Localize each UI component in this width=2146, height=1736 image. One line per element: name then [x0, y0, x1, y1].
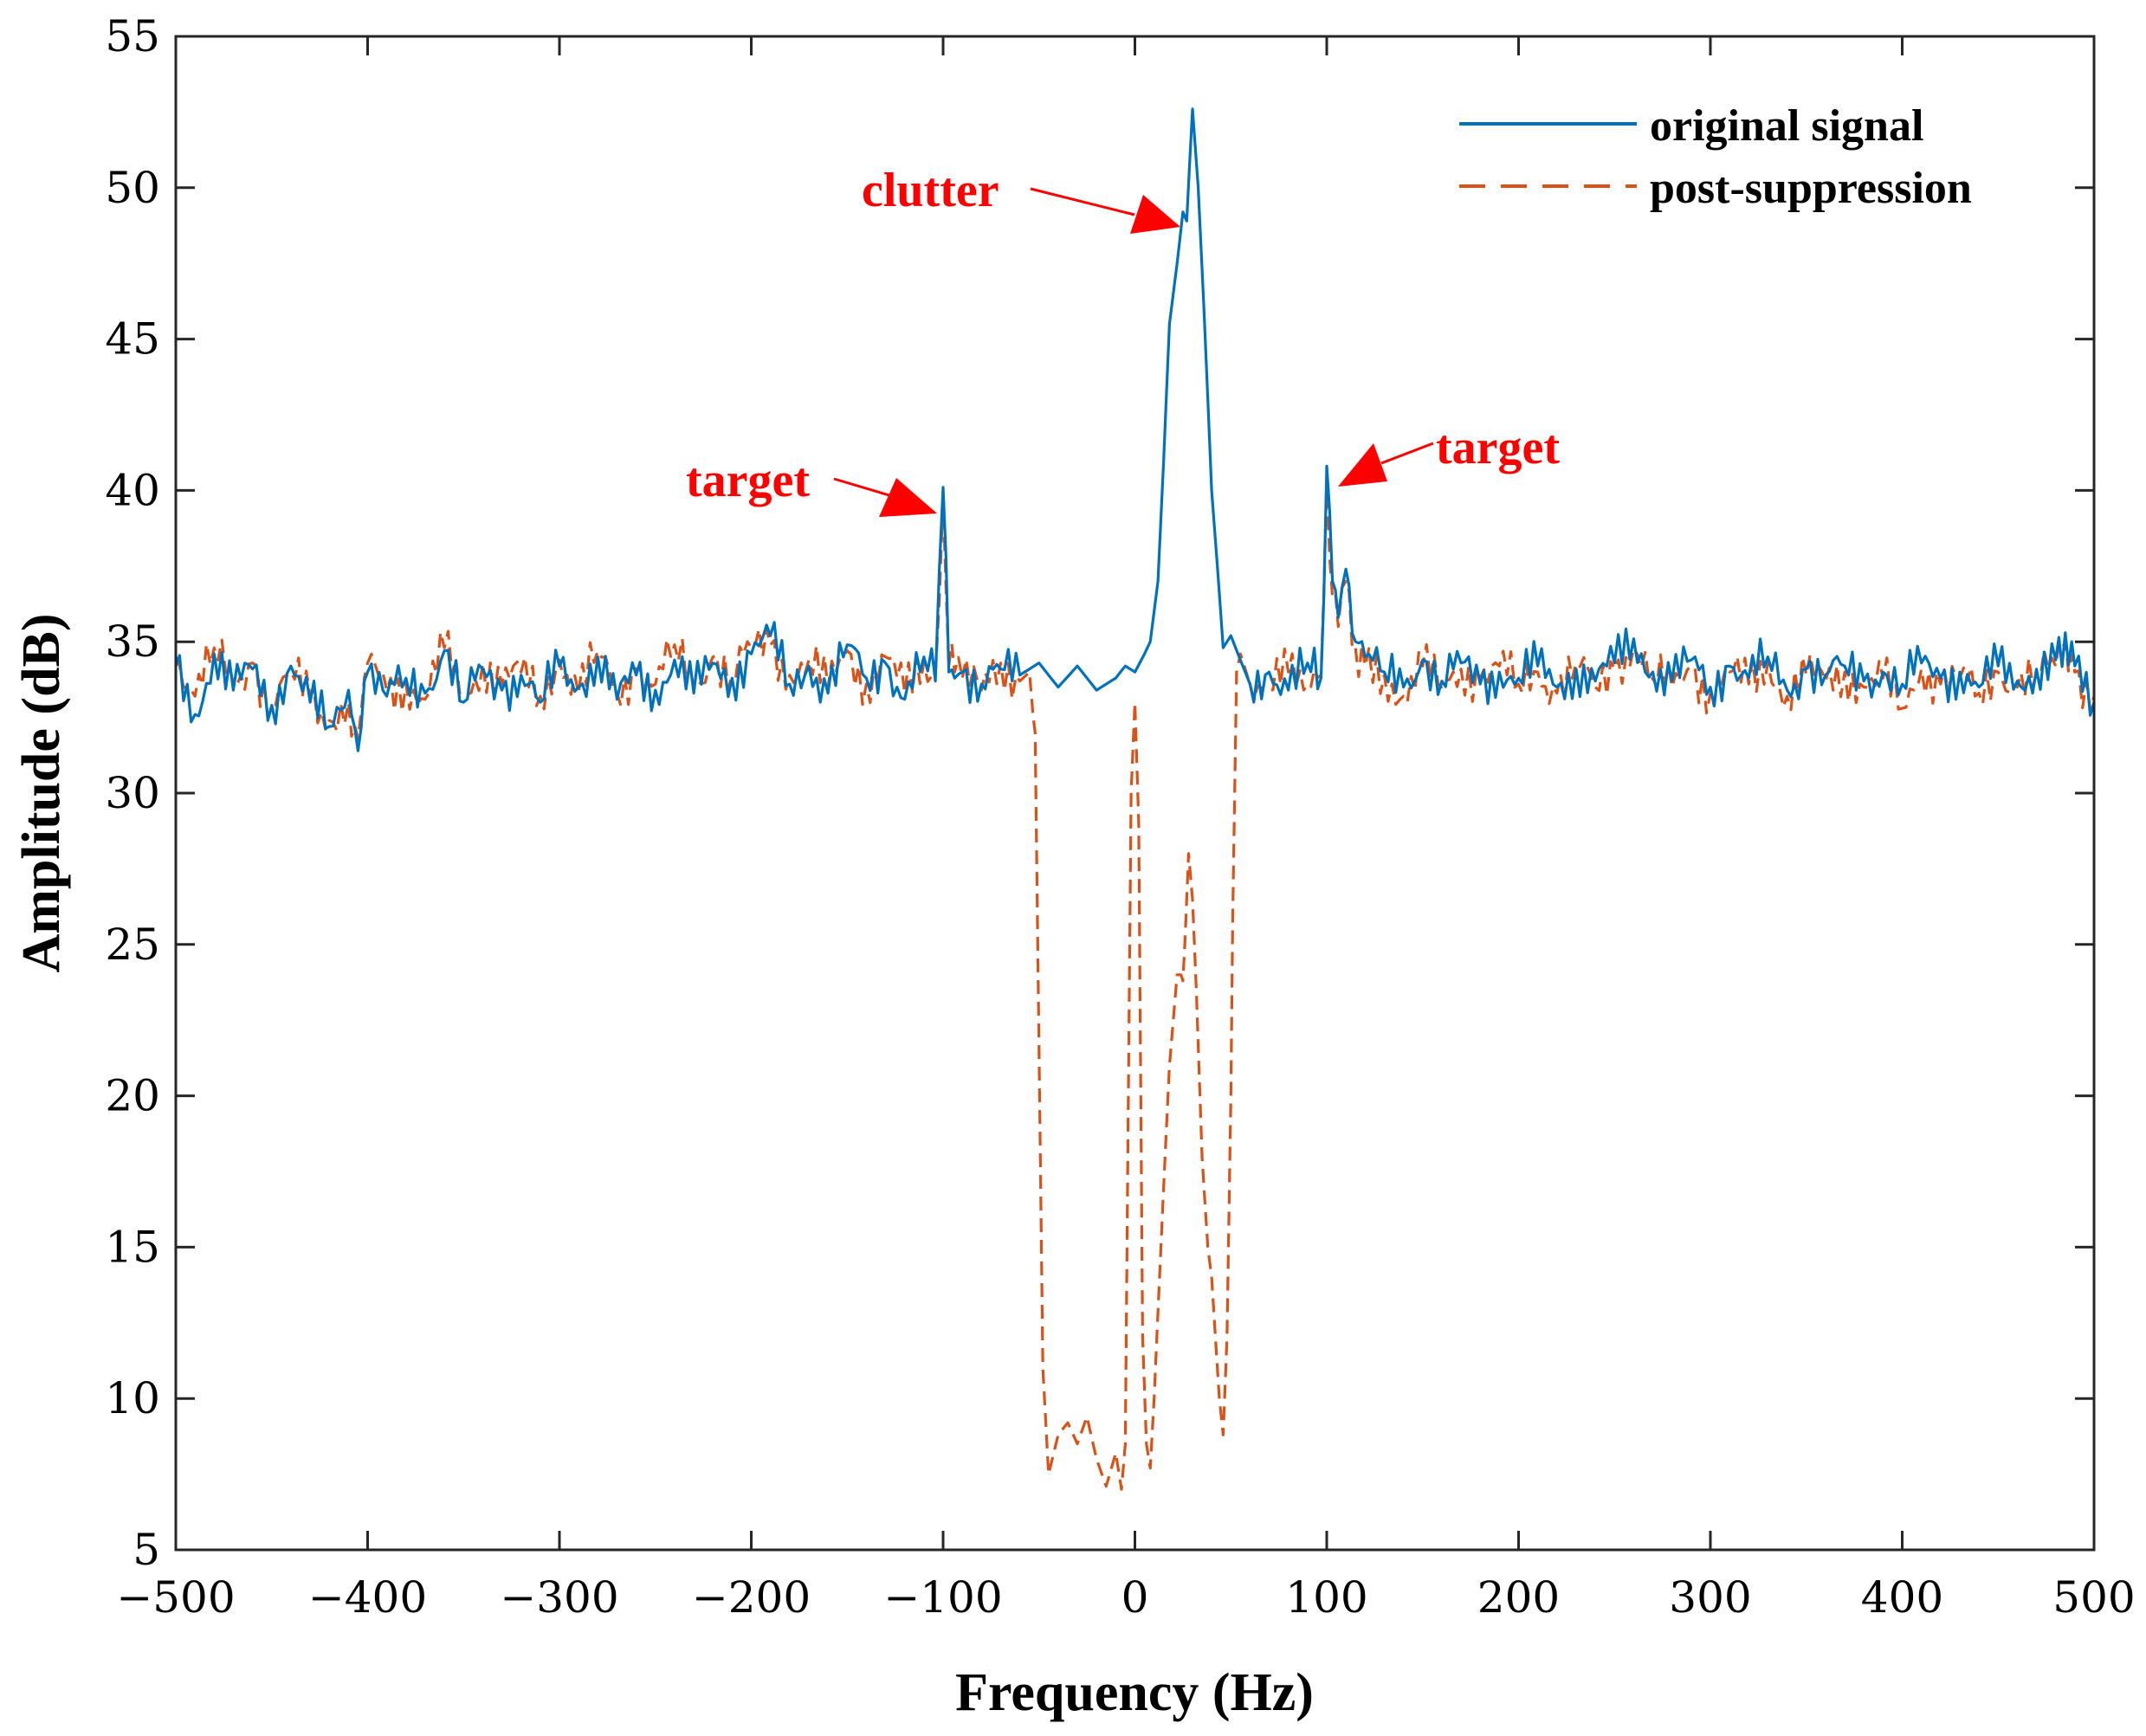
annotation-clutter-arrowhead	[1130, 195, 1180, 234]
y-tick-label: 35	[105, 616, 160, 667]
x-tick-label: 500	[2052, 1572, 2135, 1623]
y-axis: 5 10 15 20 25 30 35 40 45 50 55	[105, 11, 2094, 1575]
annotation-clutter-arrow-shaft	[1030, 187, 1135, 216]
x-tick-label: −100	[883, 1572, 1002, 1623]
series-line-post-suppression	[176, 480, 2094, 1491]
y-tick-label: 15	[105, 1222, 160, 1272]
x-axis: −500 −400 −300 −200 −100 0 100 200 300 400 500	[116, 36, 2136, 1623]
x-tick-label: 200	[1477, 1572, 1560, 1623]
x-tick-label: −400	[308, 1572, 427, 1623]
x-tick-label: 400	[1861, 1572, 1943, 1623]
y-axis-label: Amplitude (dB)	[12, 613, 71, 972]
annotation-target-right-arrowhead	[1338, 443, 1387, 487]
y-tick-label: 50	[105, 163, 160, 213]
x-tick-label: −300	[500, 1572, 618, 1623]
x-axis-label: Frequency (Hz)	[955, 1663, 1314, 1722]
legend-label-original-signal: original signal	[1650, 101, 1923, 151]
legend: original signal post-suppression	[1459, 101, 1972, 213]
y-tick-label: 20	[105, 1071, 160, 1121]
x-tick-label: −500	[116, 1572, 235, 1623]
annotation-target-left-arrow-shaft	[833, 477, 893, 498]
annotation-target-left-arrowhead	[879, 478, 937, 517]
x-tick-label: 0	[1121, 1572, 1149, 1623]
series-layer	[176, 107, 2094, 1491]
x-tick-label: 100	[1285, 1572, 1367, 1623]
annotation-target-left-label: target	[686, 454, 810, 507]
series-line-original-signal	[176, 107, 2094, 752]
y-tick-label: 5	[133, 1525, 160, 1575]
x-tick-label: −200	[692, 1572, 811, 1623]
y-tick-label: 30	[105, 768, 160, 818]
y-tick-label: 10	[105, 1373, 160, 1423]
annotation-target-right-label: target	[1436, 421, 1560, 474]
annotation-target-right-arrow-shaft	[1380, 442, 1434, 465]
plot-background	[176, 36, 2094, 1550]
legend-label-post-suppression: post-suppression	[1650, 164, 1972, 213]
y-tick-label: 45	[105, 314, 160, 365]
y-tick-label: 25	[105, 920, 160, 970]
annotation-clutter-label: clutter	[862, 164, 999, 217]
y-tick-label: 40	[105, 465, 160, 515]
x-tick-label: 300	[1669, 1572, 1751, 1623]
y-tick-label: 55	[105, 11, 160, 61]
annotations: clutter target target	[686, 164, 1560, 517]
